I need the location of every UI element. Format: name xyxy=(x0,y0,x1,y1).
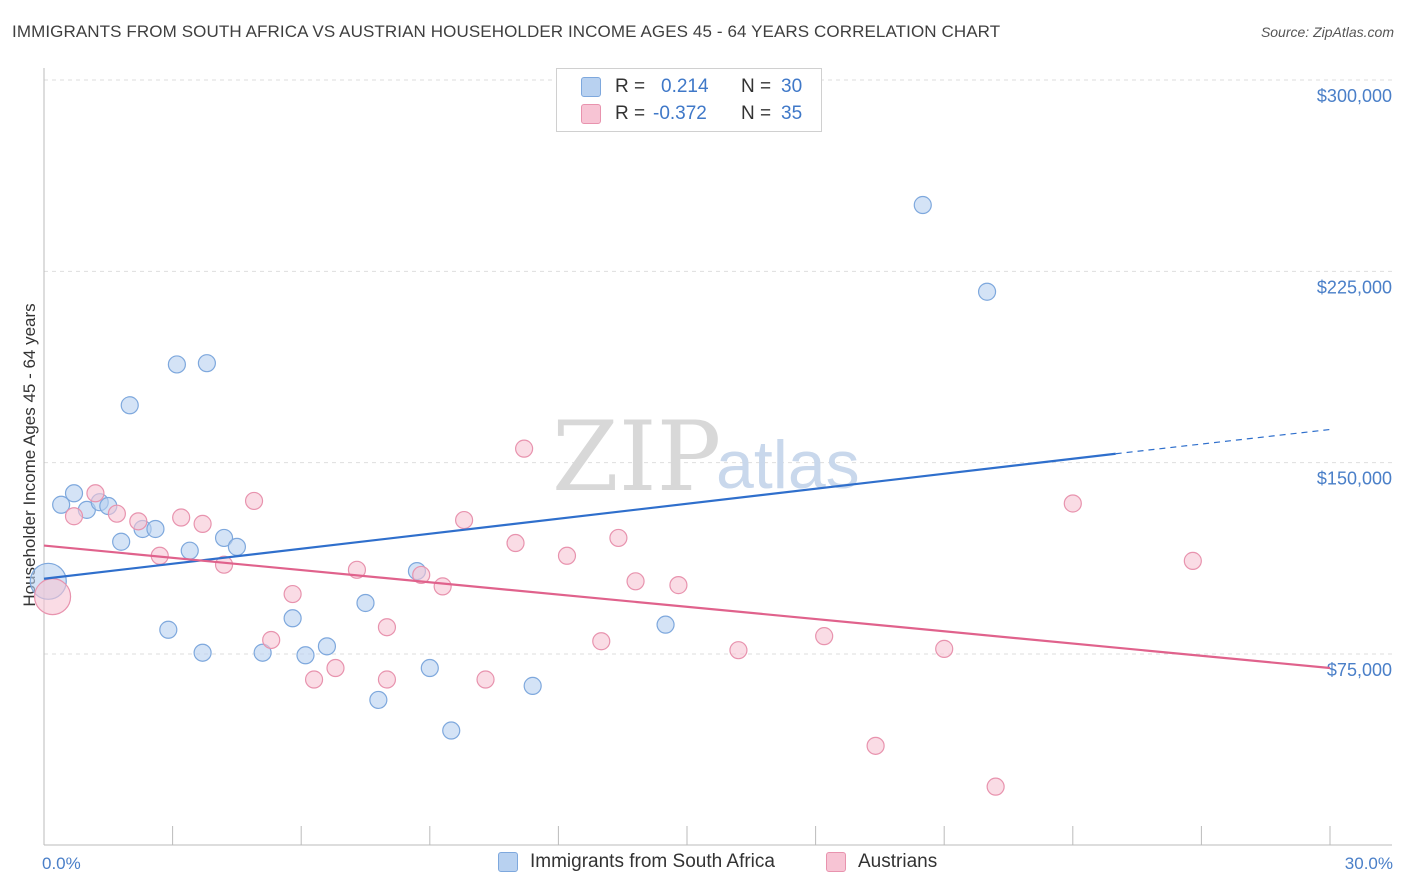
point-austrians xyxy=(283,584,302,604)
y-tick-label: $300,000 xyxy=(1317,86,1392,106)
legend-label: Austrians xyxy=(858,851,938,872)
point-austrians xyxy=(377,618,397,637)
point-austrians xyxy=(557,546,577,565)
series-legend: Immigrants from South Africa Austrians xyxy=(0,851,1406,879)
point-austrians xyxy=(129,512,148,531)
legend-item-south-africa: Immigrants from South Africa xyxy=(498,851,775,873)
point-south-africa xyxy=(253,643,272,662)
point-austrians xyxy=(433,577,452,596)
correlation-legend: R = 0.214 N = 30 R = -0.372 N = 35 xyxy=(556,68,822,132)
point-austrians xyxy=(33,577,72,616)
watermark-zip: ZIP xyxy=(552,401,721,513)
point-austrians xyxy=(304,670,324,689)
point-south-africa xyxy=(317,637,337,656)
point-south-africa xyxy=(146,519,165,539)
point-south-africa xyxy=(193,643,212,662)
point-austrians xyxy=(592,632,611,651)
point-austrians xyxy=(107,504,126,523)
legend-label: Immigrants from South Africa xyxy=(530,851,775,872)
x-tick-labels: 0.0% 30.0% xyxy=(42,854,1393,873)
point-austrians xyxy=(412,565,431,585)
point-south-africa xyxy=(52,495,71,514)
point-south-africa xyxy=(112,532,131,551)
y-tick-label: $75,000 xyxy=(1327,660,1392,680)
point-south-africa xyxy=(159,620,178,639)
point-south-africa xyxy=(523,676,542,695)
y-tick-label: $150,000 xyxy=(1317,469,1392,489)
trend-line-extension xyxy=(1115,428,1331,455)
legend-row-blue: R = 0.214 N = 30 xyxy=(581,75,802,99)
legend-n-label: N = xyxy=(741,76,772,97)
point-austrians xyxy=(986,777,1005,796)
point-austrians xyxy=(1183,551,1202,570)
trend-line-austrians xyxy=(43,544,1331,670)
legend-n-value: 30 xyxy=(781,76,803,97)
point-south-africa xyxy=(442,721,461,740)
point-austrians xyxy=(729,641,748,660)
point-austrians xyxy=(609,528,628,548)
point-south-africa xyxy=(120,396,139,415)
point-austrians xyxy=(935,639,954,658)
point-south-africa xyxy=(227,537,246,556)
point-south-africa xyxy=(283,609,302,628)
point-austrians xyxy=(326,658,345,678)
point-austrians xyxy=(262,630,281,650)
x-tick-label: 0.0% xyxy=(42,854,81,873)
point-south-africa xyxy=(214,528,234,548)
point-south-africa xyxy=(296,646,315,665)
legend-n-value: 35 xyxy=(781,103,803,124)
points xyxy=(29,195,1202,796)
point-austrians xyxy=(86,484,105,503)
trend-lines xyxy=(43,428,1331,670)
legend-row-pink: R = -0.372 N = 35 xyxy=(581,102,802,126)
chart-title: IMMIGRANTS FROM SOUTH AFRICA VS AUSTRIAN… xyxy=(12,22,1001,41)
legend-r-value: 0.214 xyxy=(661,76,709,97)
point-south-africa xyxy=(656,615,675,634)
point-austrians xyxy=(1063,494,1082,513)
legend-r-label: R = xyxy=(615,76,646,97)
axes xyxy=(43,68,1392,846)
legend-r-label: R = xyxy=(615,103,646,124)
legend-n-label: N = xyxy=(741,103,772,124)
point-austrians xyxy=(454,510,474,530)
legend-swatch-pink xyxy=(581,104,601,124)
legend-swatch-pink xyxy=(826,852,846,872)
point-south-africa xyxy=(356,593,375,613)
point-austrians xyxy=(64,507,84,526)
point-austrians xyxy=(476,670,495,689)
point-austrians xyxy=(506,533,525,553)
point-south-africa xyxy=(64,484,84,503)
point-austrians xyxy=(626,572,645,591)
point-austrians xyxy=(244,491,264,511)
legend-r-value: -0.372 xyxy=(653,103,707,124)
y-tick-label: $225,000 xyxy=(1317,277,1392,297)
point-south-africa xyxy=(369,690,388,710)
legend-swatch-blue xyxy=(581,77,601,97)
point-austrians xyxy=(669,576,688,595)
x-tick-label: 30.0% xyxy=(1345,854,1393,873)
point-south-africa xyxy=(197,354,216,373)
point-south-africa xyxy=(180,541,199,560)
point-austrians xyxy=(377,670,397,689)
point-austrians xyxy=(866,736,885,755)
point-austrians xyxy=(172,508,191,527)
watermark: ZIP atlas xyxy=(552,401,860,513)
watermark-atlas: atlas xyxy=(716,427,860,503)
point-south-africa xyxy=(167,355,186,374)
point-south-africa xyxy=(977,282,997,301)
point-south-africa xyxy=(913,195,932,215)
source-label: Source: ZipAtlas.com xyxy=(1260,24,1394,40)
y-tick-labels: $75,000 $150,000 $225,000 $300,000 xyxy=(1317,86,1392,680)
legend-swatch-blue xyxy=(498,852,518,872)
point-austrians xyxy=(515,439,534,458)
point-austrians xyxy=(193,514,212,533)
y-axis-label: Householder Income Ages 45 - 64 years xyxy=(20,303,39,606)
point-austrians xyxy=(815,627,834,646)
point-austrians xyxy=(214,555,234,574)
point-south-africa xyxy=(420,658,439,678)
legend-item-austrians: Austrians xyxy=(826,851,937,873)
trend-line-south-africa xyxy=(43,452,1116,580)
